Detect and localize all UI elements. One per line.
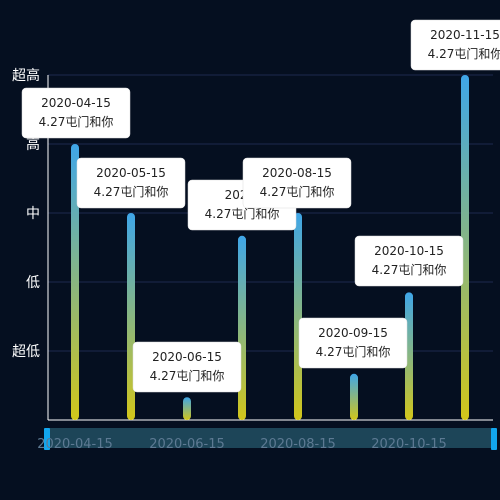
tooltip-date: 2020-10-15 [374, 244, 444, 258]
tooltip-value: 4.27屯门和你 [150, 368, 225, 383]
tooltip-value: 4.27屯门和你 [260, 184, 335, 199]
tooltip-value: 4.27屯门和你 [372, 262, 447, 277]
tooltip-value: 4.27屯门和你 [428, 46, 500, 61]
tooltip-date: 2020-08-15 [262, 166, 332, 180]
slider-track[interactable] [47, 428, 493, 448]
data-zoom-slider[interactable] [44, 428, 497, 450]
tooltip: 2020-06-15 4.27屯门和你 [132, 341, 242, 393]
bar [238, 235, 246, 420]
bar [183, 397, 191, 420]
slider-handle-right[interactable] [491, 428, 497, 450]
x-axis-label: 2020-06-15 [149, 437, 225, 452]
tooltip-date: 2020-04-15 [41, 96, 111, 110]
x-axis-label: 2020-10-15 [371, 437, 447, 452]
tooltip: 2020-09-15 4.27屯门和你 [298, 317, 408, 369]
tooltip: 2020-10-15 4.27屯门和你 [354, 235, 464, 287]
tooltip-date: 2020-05-15 [96, 166, 166, 180]
tooltip-box [76, 157, 186, 209]
tooltip: 2020-05-15 4.27屯门和你 [76, 157, 186, 209]
y-tick-label: 高 [26, 136, 40, 153]
tooltip-box [298, 317, 408, 369]
y-axis-ticks: 超低 低 中 高 超高 [12, 67, 40, 360]
tooltip-date: 2020-11-15 [430, 28, 500, 42]
tooltip-date: 2020-06-15 [152, 350, 222, 364]
y-tick-label: 超低 [12, 344, 40, 360]
x-axis-label: 2020-08-15 [260, 437, 336, 452]
tooltip: 2020-08-15 4.27屯门和你 [242, 157, 352, 209]
tooltip-value: 4.27屯门和你 [316, 344, 391, 359]
x-axis-label: 2020-04-15 [37, 437, 113, 452]
bar [294, 213, 302, 420]
bar [350, 373, 358, 420]
tooltip-value: 4.27屯门和你 [39, 114, 114, 129]
y-tick-label: 超高 [12, 67, 40, 84]
slider-handle-left[interactable] [44, 428, 50, 450]
y-tick-label: 中 [26, 206, 40, 222]
tooltip: 2020-04-15 4.27屯门和你 [21, 87, 131, 139]
tooltip-box [242, 157, 352, 209]
tooltip-box [132, 341, 242, 393]
tooltip-box [21, 87, 131, 139]
tooltip-value: 4.27屯门和你 [94, 184, 169, 199]
tooltip: 2020-11-15 4.27屯门和你 [410, 19, 500, 71]
tooltip-date: 2020-09-15 [318, 326, 388, 340]
bar [71, 144, 79, 420]
y-tick-label: 低 [26, 275, 40, 291]
tooltip-value: 4.27屯门和你 [205, 206, 280, 221]
x-axis-labels: 2020-04-15 2020-06-15 2020-08-15 2020-10-15 [37, 437, 447, 452]
tooltip-box [410, 19, 500, 71]
bar [461, 75, 469, 420]
tooltip-box [354, 235, 464, 287]
